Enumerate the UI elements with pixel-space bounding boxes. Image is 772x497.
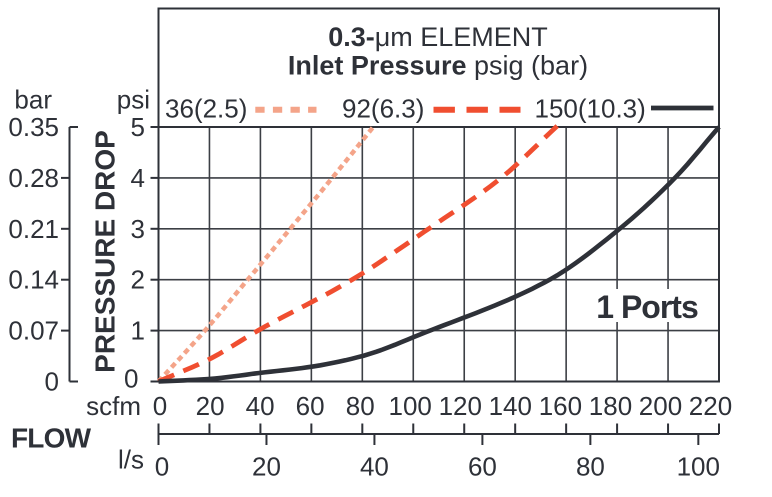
svg-text:3: 3	[131, 214, 145, 244]
svg-text:Inlet Pressure psig (bar): Inlet Pressure psig (bar)	[288, 51, 588, 81]
svg-text:60: 60	[468, 452, 497, 482]
svg-text:PRESSURE DROP: PRESSURE DROP	[90, 130, 121, 373]
svg-text:60: 60	[296, 391, 325, 421]
svg-text:40: 40	[360, 452, 389, 482]
svg-text:220: 220	[689, 391, 732, 421]
svg-text:180: 180	[589, 391, 632, 421]
svg-text:0.14: 0.14	[8, 265, 59, 295]
svg-text:0: 0	[45, 367, 59, 397]
svg-text:140: 140	[489, 391, 532, 421]
svg-text:0: 0	[124, 364, 138, 394]
svg-text:FLOW: FLOW	[11, 423, 92, 454]
svg-text:l/s: l/s	[118, 445, 144, 475]
svg-text:80: 80	[576, 452, 605, 482]
svg-text:92(6.3): 92(6.3)	[342, 94, 424, 124]
svg-text:80: 80	[346, 391, 375, 421]
svg-text:0.35: 0.35	[8, 112, 59, 142]
svg-text:scfm: scfm	[86, 391, 141, 421]
svg-text:2: 2	[131, 265, 145, 295]
svg-text:100: 100	[677, 452, 720, 482]
svg-text:1 Ports: 1 Ports	[596, 289, 698, 325]
svg-text:20: 20	[196, 391, 225, 421]
svg-text:40: 40	[246, 391, 275, 421]
svg-text:0.3-μm ELEMENT: 0.3-μm ELEMENT	[328, 22, 548, 52]
svg-text:36(2.5): 36(2.5)	[165, 94, 247, 124]
svg-text:20: 20	[252, 452, 281, 482]
svg-text:160: 160	[539, 391, 582, 421]
svg-text:0.07: 0.07	[8, 316, 59, 346]
svg-text:1: 1	[131, 316, 145, 346]
svg-text:0.28: 0.28	[8, 163, 59, 193]
svg-text:5: 5	[131, 112, 145, 142]
svg-text:4: 4	[131, 163, 145, 193]
svg-text:150(10.3): 150(10.3)	[535, 94, 646, 124]
svg-text:120: 120	[439, 391, 482, 421]
svg-text:200: 200	[639, 391, 682, 421]
svg-text:0.21: 0.21	[8, 214, 59, 244]
svg-text:bar: bar	[14, 85, 52, 115]
svg-text:0: 0	[153, 391, 167, 421]
svg-text:0: 0	[155, 452, 169, 482]
svg-text:100: 100	[389, 391, 432, 421]
svg-text:psi: psi	[117, 85, 150, 115]
